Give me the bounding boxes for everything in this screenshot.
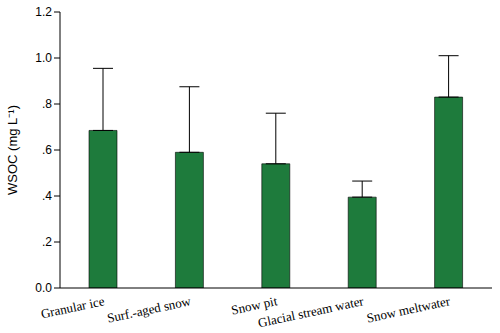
svg-text:Snow meltwater: Snow meltwater (365, 293, 452, 325)
svg-text:.8: .8 (42, 97, 52, 111)
svg-text:1.2: 1.2 (35, 5, 52, 19)
svg-text:.6: .6 (42, 143, 52, 157)
svg-text:.4: .4 (42, 189, 52, 203)
svg-text:Glacial stream water: Glacial stream water (257, 293, 366, 330)
svg-text:Granular ice: Granular ice (39, 293, 106, 321)
svg-text:Surf.-aged snow: Surf.-aged snow (106, 293, 193, 326)
svg-text:1.0: 1.0 (35, 51, 52, 65)
svg-text:.2: .2 (42, 235, 52, 249)
svg-text:0.0: 0.0 (35, 281, 52, 295)
svg-text:WSOC (mg L⁻¹): WSOC (mg L⁻¹) (8, 105, 20, 195)
svg-text:Snow pit: Snow pit (229, 293, 279, 318)
